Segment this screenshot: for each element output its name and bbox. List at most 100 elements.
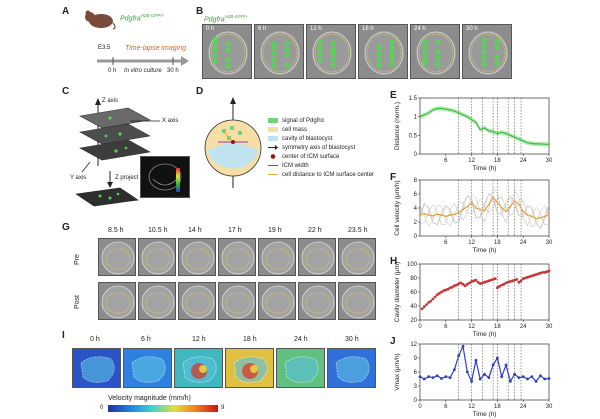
data-point [491,278,495,281]
data-point [487,376,491,379]
y-axis-label: Vmax (μm/h) [394,353,401,390]
x-axis-label: Time (h) [473,247,497,254]
data-point [504,281,508,285]
data-point [463,284,467,288]
y-tick-label: 9 [414,356,418,362]
data-point [457,354,461,358]
data-point [526,275,529,279]
data-point [440,214,443,216]
data-point [548,214,550,216]
c-zproject: Z project [115,175,139,181]
data-point [498,285,501,288]
i-velocity-tile [327,348,376,388]
x-tick-label: 12 [468,404,475,410]
y-axis-label: Cavity diameter (μm) [394,262,401,322]
x-tick-label: 12 [468,240,475,246]
g-time-label: 8.5 h [108,227,124,234]
g-embryo-tile [178,282,216,320]
b-time-label: 0 h [206,26,215,32]
x-tick-label: 0 [418,404,422,410]
y-tick-label: 1.5 [409,96,418,102]
data-point [433,295,437,299]
i-time-label: 6 h [141,336,151,343]
data-point [440,290,443,294]
data-point [483,209,486,212]
data-point [489,278,493,282]
data-point [543,271,547,274]
panel-a-imaging: Time-lapse imaging [125,45,187,52]
i-velocity-tile [276,348,325,388]
data-point [449,214,451,216]
data-point [491,363,495,367]
data-point [505,210,507,213]
panel-a-t0: 0 h [108,68,117,74]
g-embryo-tile [258,282,296,320]
data-point [536,272,540,276]
b-timelapse-tile: 6 h [254,24,304,79]
x-tick-label: 30 [546,324,553,330]
x-tick-label: 6 [444,404,448,410]
b-timelapse-tile: 24 h [410,24,460,79]
data-point [480,281,484,285]
data-point [528,275,532,278]
data-point [422,377,426,381]
data-point [432,214,434,217]
data-point [461,282,465,286]
x-tick-label: 18 [494,404,501,410]
data-point [465,370,469,374]
error-band [420,106,549,147]
data-point [440,377,443,380]
data-point [521,375,525,379]
c-time-colorbar [176,168,180,192]
data-point [470,379,473,383]
y-tick-label: 40 [410,304,417,310]
data-point [539,374,542,378]
data-point [508,379,512,383]
plot-frame [419,179,550,237]
g-embryo-tile [178,238,216,276]
y-tick-label: 0 [414,234,418,240]
d-legend: signal of Pdgfrα cell mass cavity of bla… [268,118,388,198]
x-axis-label: Time (h) [473,411,497,418]
b-time-label: 18 h [362,26,374,32]
panel-b-gene: PdgfraH2B-GFP/+ [204,14,249,24]
data-point [487,279,491,283]
data-point [448,286,452,290]
y-tick-label: 12 [410,342,417,348]
plot-frame [419,263,550,321]
data-point [530,274,534,278]
g-embryo-tile [98,282,136,320]
data-point [506,280,510,284]
data-point [522,210,525,213]
c-projection-image [140,156,190,198]
data-point [504,363,508,367]
panel-label-c: C [62,86,70,97]
data-point [453,284,456,288]
data-point [476,280,480,284]
g-embryo-tile [258,238,296,276]
y-tick-label: 60 [410,290,417,296]
data-point [532,273,536,277]
i-velocity-tile [123,348,172,388]
data-point [431,376,435,379]
data-point [427,301,430,304]
g-embryo-tile [138,238,176,276]
data-point [509,205,512,208]
g-embryo-tile [338,238,376,276]
y-tick-label: 1 [414,115,418,121]
legend-mass: cell mass [282,127,308,134]
g-embryo-tile [218,282,256,320]
c-yaxis: Y axis [70,175,87,181]
data-point [457,282,461,285]
data-point [508,280,512,283]
data-point [513,278,516,282]
data-point [519,279,523,283]
chart-h: 0 6 12 18 24 30 20 40 60 80 100 Time (h) Cavity diam… [394,262,553,338]
y-tick-label: 0.5 [409,133,418,139]
y-tick-label: 100 [407,262,418,268]
y-axis-label: Cell velocity (μm/h) [394,180,401,235]
data-point [453,213,456,216]
panel-label-i: I [62,330,65,341]
data-point [419,214,421,216]
